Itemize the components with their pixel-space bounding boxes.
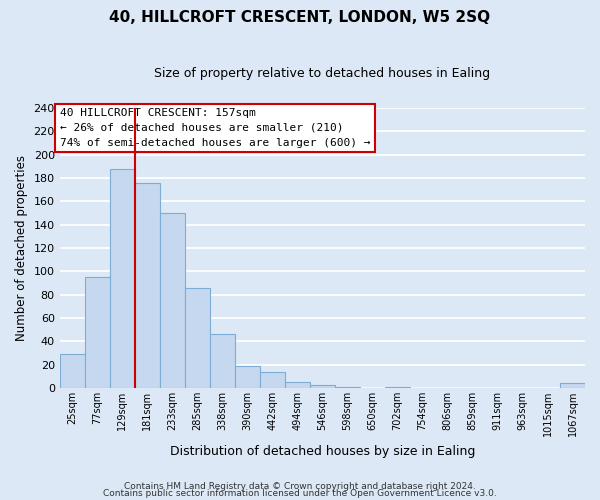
- Bar: [560, 384, 585, 388]
- Bar: [285, 382, 310, 388]
- Bar: [135, 182, 160, 388]
- Text: Contains public sector information licensed under the Open Government Licence v3: Contains public sector information licen…: [103, 490, 497, 498]
- Bar: [385, 387, 410, 388]
- Bar: [85, 277, 110, 388]
- Text: 40, HILLCROFT CRESCENT, LONDON, W5 2SQ: 40, HILLCROFT CRESCENT, LONDON, W5 2SQ: [109, 10, 491, 25]
- Bar: [110, 168, 135, 388]
- Title: Size of property relative to detached houses in Ealing: Size of property relative to detached ho…: [154, 68, 490, 80]
- Bar: [210, 334, 235, 388]
- Text: 40 HILLCROFT CRESCENT: 157sqm
← 26% of detached houses are smaller (210)
74% of : 40 HILLCROFT CRESCENT: 157sqm ← 26% of d…: [59, 108, 370, 148]
- Bar: [335, 387, 360, 388]
- Bar: [160, 213, 185, 388]
- X-axis label: Distribution of detached houses by size in Ealing: Distribution of detached houses by size …: [170, 444, 475, 458]
- Y-axis label: Number of detached properties: Number of detached properties: [15, 155, 28, 341]
- Bar: [260, 372, 285, 388]
- Bar: [59, 354, 85, 388]
- Bar: [185, 288, 210, 388]
- Bar: [310, 384, 335, 388]
- Text: Contains HM Land Registry data © Crown copyright and database right 2024.: Contains HM Land Registry data © Crown c…: [124, 482, 476, 491]
- Bar: [235, 366, 260, 388]
